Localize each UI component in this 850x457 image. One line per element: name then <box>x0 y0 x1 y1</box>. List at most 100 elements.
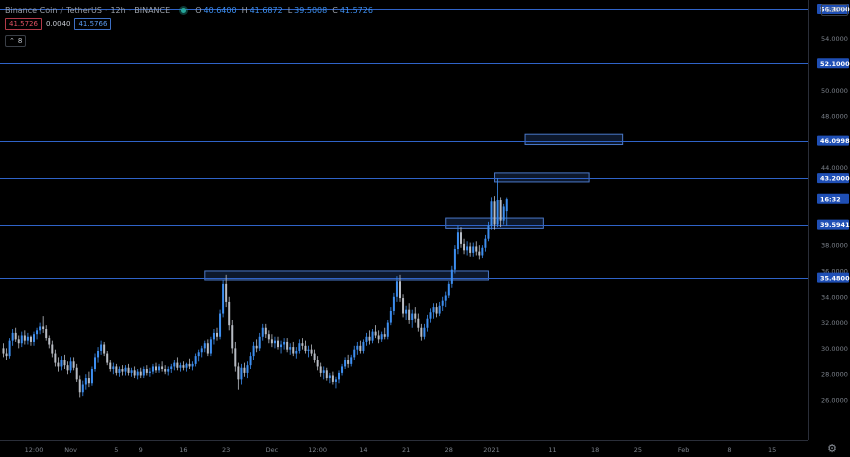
candle-body <box>225 283 228 302</box>
candle <box>2 343 5 358</box>
candle <box>270 334 273 348</box>
y-tick-label: 44.0000 <box>821 164 848 172</box>
candle-body <box>130 370 133 373</box>
candle <box>472 242 475 257</box>
ohlc-open-value: 40.6400 <box>203 5 237 15</box>
candle-body <box>356 345 359 350</box>
candle <box>185 362 188 372</box>
x-tick-label: 23 <box>222 446 230 454</box>
candle <box>374 325 377 339</box>
x-tick-label: 21 <box>402 446 410 454</box>
interval-label[interactable]: 12h <box>110 5 126 15</box>
candle <box>48 335 51 349</box>
candle <box>219 309 222 340</box>
candle-body <box>136 371 139 376</box>
gear-icon[interactable]: ⚙ <box>827 442 837 455</box>
candle-body <box>374 331 377 336</box>
candle <box>368 330 371 345</box>
candle <box>350 354 353 367</box>
x-tick-label: 2021 <box>483 446 500 454</box>
candle-body <box>173 362 176 367</box>
candle <box>78 375 81 398</box>
y-tick-label: 30.0000 <box>821 345 848 353</box>
exchange-label: BINANCE <box>134 5 171 15</box>
candle-body <box>182 365 185 368</box>
candle <box>450 265 453 288</box>
candle-body <box>127 367 130 373</box>
currency-badge[interactable]: USDT <box>821 4 849 16</box>
candle-body <box>203 343 206 349</box>
candle <box>380 331 383 342</box>
symbol-header[interactable]: Binance Coin / TetherUS · 12h · BINANCE … <box>5 4 376 16</box>
candle-body <box>212 332 215 340</box>
candle-body <box>185 363 188 368</box>
candle <box>179 362 182 372</box>
y-tick-label: 38.0000 <box>821 242 848 250</box>
candle <box>298 339 301 354</box>
trade-buttons: 41.5726 0.0040 41.5766 <box>5 18 112 30</box>
candle-body <box>505 199 508 212</box>
sell-button[interactable]: 41.5726 <box>5 18 42 30</box>
candle-body <box>167 369 170 372</box>
candle <box>222 280 225 318</box>
candle <box>493 196 496 230</box>
level-labels[interactable]: 56.3000 52.1000 46.0998 43.2000 39.5941 35.48… <box>817 4 850 283</box>
candle <box>20 331 23 348</box>
candle-body <box>389 310 392 323</box>
candle-body <box>87 378 90 384</box>
x-tick-label: 15 <box>768 446 776 454</box>
candle <box>106 350 109 366</box>
candle-body <box>441 300 444 306</box>
candle <box>29 335 32 346</box>
candle-body <box>423 327 426 337</box>
level-label-5: 35.4800 <box>820 274 850 282</box>
candle-body <box>118 369 121 373</box>
candle <box>42 316 45 333</box>
candle <box>313 349 316 363</box>
candle <box>228 296 231 331</box>
candle <box>395 276 398 302</box>
candle-body <box>453 249 456 270</box>
candle <box>411 309 414 328</box>
candle <box>310 344 313 357</box>
candle <box>496 178 499 228</box>
candle-body <box>456 232 459 250</box>
candle-body <box>155 366 157 371</box>
candle-body <box>170 366 173 370</box>
candle-body <box>164 369 167 372</box>
candle-body <box>112 366 115 370</box>
candle <box>161 361 164 372</box>
candle <box>81 380 84 397</box>
x-tick-label: 8 <box>727 446 731 454</box>
buy-button[interactable]: 41.5766 <box>74 18 112 30</box>
candle-body <box>469 246 472 253</box>
candle <box>289 343 292 355</box>
candle-body <box>402 298 405 314</box>
candle-body <box>60 360 63 367</box>
indicators-toggle-button[interactable]: ⌃ 8 <box>5 35 27 47</box>
candle-body <box>463 243 466 251</box>
candle <box>136 369 139 380</box>
candle-body <box>316 360 319 367</box>
symbol-quote[interactable]: TetherUS <box>66 5 102 15</box>
candle <box>469 242 472 257</box>
candle-body <box>280 344 283 348</box>
candle-body <box>267 334 270 340</box>
candle <box>441 296 444 311</box>
candle-body <box>341 366 344 373</box>
candle <box>328 372 331 384</box>
candle-body <box>319 366 322 373</box>
candle-body <box>362 341 365 351</box>
candle-body <box>377 335 380 340</box>
candle <box>453 245 456 274</box>
candle <box>234 341 237 372</box>
candle <box>97 347 100 363</box>
candle <box>286 338 289 353</box>
candle-body <box>383 334 386 337</box>
symbol-name[interactable]: Binance Coin <box>5 5 58 15</box>
candle <box>14 327 17 342</box>
candle <box>26 332 29 345</box>
candle-body <box>145 369 148 373</box>
candle <box>188 358 191 370</box>
